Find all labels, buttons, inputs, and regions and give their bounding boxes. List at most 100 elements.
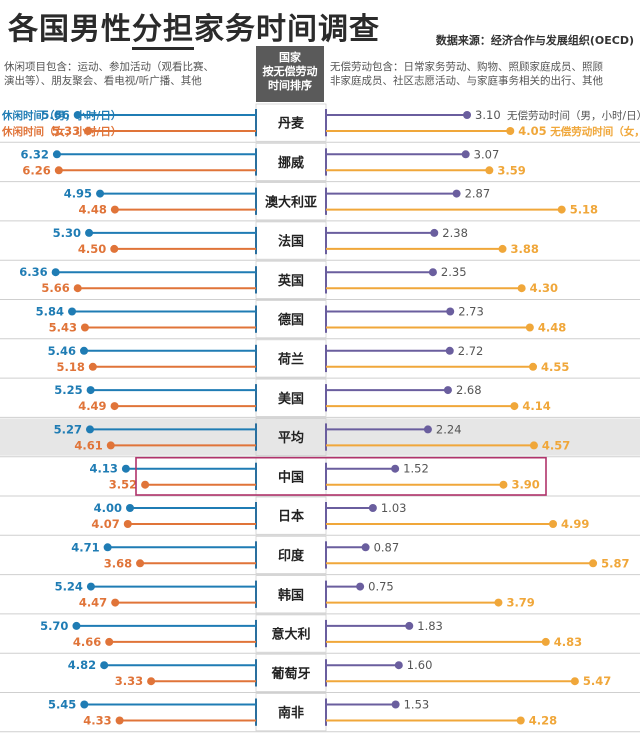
leisure-female-value: 3.52 [109,478,137,492]
leisure-female-dot [110,402,119,411]
unpaid-female-value: 3.79 [506,596,534,610]
unpaid-female-dot [499,480,508,489]
country-label: 荷兰 [277,351,304,367]
leisure-male-dot [100,661,109,670]
leisure-female-value: 4.61 [74,438,102,452]
country-cell [255,300,327,339]
unpaid-male-dot [356,582,365,591]
leisure-male-dot [96,189,105,198]
unpaid-male-value: 3.07 [474,147,500,161]
unpaid-female-dot [494,598,503,607]
legend-unpaid-female: 无偿劳动时间（女，小时/日） [549,125,640,138]
country-header-line-1: 国家 [279,51,301,64]
leisure-female-dot [110,205,119,214]
leisure-note: 休闲项目包含：运动、参加活动（观看比赛、 演出等）、朋友聚会、看电视/听广播、其… [4,60,250,104]
unpaid-female-dot [570,677,579,686]
leisure-male-dot [51,268,60,277]
unpaid-male-dot [430,228,439,237]
leisure-female-dot [73,284,82,293]
unpaid-note-line-2: 非家庭成员、社区志愿活动、与家庭事务相关的出行、其他 [330,75,603,87]
country-column-header: 国家 按无偿劳动 时间排序 [256,46,324,102]
country-cell [255,693,327,732]
country-cell [255,378,327,417]
unpaid-female-value: 3.90 [511,478,539,492]
leisure-female-dot [105,637,114,646]
country-label: 英国 [277,273,304,289]
unpaid-male-value: 0.75 [368,580,394,594]
leisure-female-dot [141,480,150,489]
unpaid-female-dot [517,284,526,293]
unpaid-male-value: 2.72 [458,344,484,358]
country-label: 挪威 [278,155,304,171]
leisure-male-dot [73,111,82,119]
leisure-male-dot [52,150,61,159]
unpaid-male-dot [423,425,432,434]
unpaid-male-dot [361,543,370,552]
unpaid-male-dot [461,150,470,159]
leisure-female-value: 3.33 [115,674,143,688]
unpaid-male-dot [428,268,437,277]
leisure-female-value: 3.68 [104,556,132,570]
unpaid-male-value: 2.73 [458,305,484,319]
leisure-note-line-2: 演出等）、朋友聚会、看电视/听广播、其他 [4,75,202,87]
leisure-male-value: 5.46 [48,344,76,358]
leisure-male-value: 5.27 [54,422,82,436]
country-header-line-3: 时间排序 [268,79,312,92]
unpaid-male-value: 2.35 [441,265,467,279]
leisure-male-value: 5.24 [55,580,83,594]
leisure-male-dot [103,543,112,552]
unpaid-male-dot [368,504,377,512]
unpaid-male-value: 2.38 [442,226,468,240]
country-cell [255,653,327,692]
unpaid-female-dot [516,716,525,725]
leisure-male-dot [86,582,95,591]
leisure-male-dot [86,386,95,395]
unpaid-female-value: 4.05 [518,124,546,138]
unpaid-female-dot [498,244,507,253]
unpaid-male-dot [443,386,452,395]
leisure-female-dot [111,598,120,607]
leisure-female-dot [88,362,97,371]
country-label: 丹麦 [278,116,305,132]
unpaid-female-value: 4.55 [541,360,569,374]
unpaid-female-dot [589,559,598,568]
legend-leisure-female: 休闲时间（女，小时/日） [1,125,121,138]
unpaid-female-value: 5.18 [570,203,598,217]
unpaid-female-value: 4.48 [538,321,566,335]
unpaid-female-value: 4.83 [554,635,582,649]
unpaid-male-dot [405,621,414,630]
leisure-female-value: 4.49 [78,399,106,413]
unpaid-female-dot [525,323,534,332]
leisure-male-dot [121,464,130,473]
country-label: 澳大利亚 [265,194,317,210]
unpaid-female-dot [549,520,558,528]
unpaid-note-line-1: 无偿劳动包含：日常家务劳动、购物、照顾家庭成员、照顾 [330,61,603,73]
leisure-male-dot [80,346,89,355]
country-header-line-2: 按无偿劳动 [262,65,318,78]
country-label: 韩国 [278,587,304,603]
unpaid-male-dot [452,189,461,198]
leisure-female-value: 6.26 [22,163,50,177]
unpaid-female-dot [506,127,515,135]
unpaid-female-value: 4.99 [561,517,589,531]
leisure-male-value: 4.71 [71,540,99,554]
leisure-male-dot [85,228,94,237]
title-part-3: 家务时间调查 [194,12,380,47]
country-label: 印度 [278,548,305,564]
leisure-female-value: 4.66 [73,635,101,649]
unpaid-female-value: 4.30 [530,281,558,295]
country-cell [255,260,327,299]
leisure-male-dot [72,621,81,630]
unpaid-male-value: 1.52 [403,462,429,476]
country-label: 日本 [278,509,304,525]
leisure-male-value: 5.30 [53,226,81,240]
leisure-male-dot [80,700,89,709]
unpaid-male-dot [391,464,400,473]
unpaid-female-value: 3.88 [511,242,539,256]
leisure-male-value: 6.32 [21,147,49,161]
leisure-female-value: 4.50 [78,242,106,256]
unpaid-male-dot [445,346,454,355]
leisure-female-dot [106,441,115,450]
country-label: 法国 [278,234,304,250]
